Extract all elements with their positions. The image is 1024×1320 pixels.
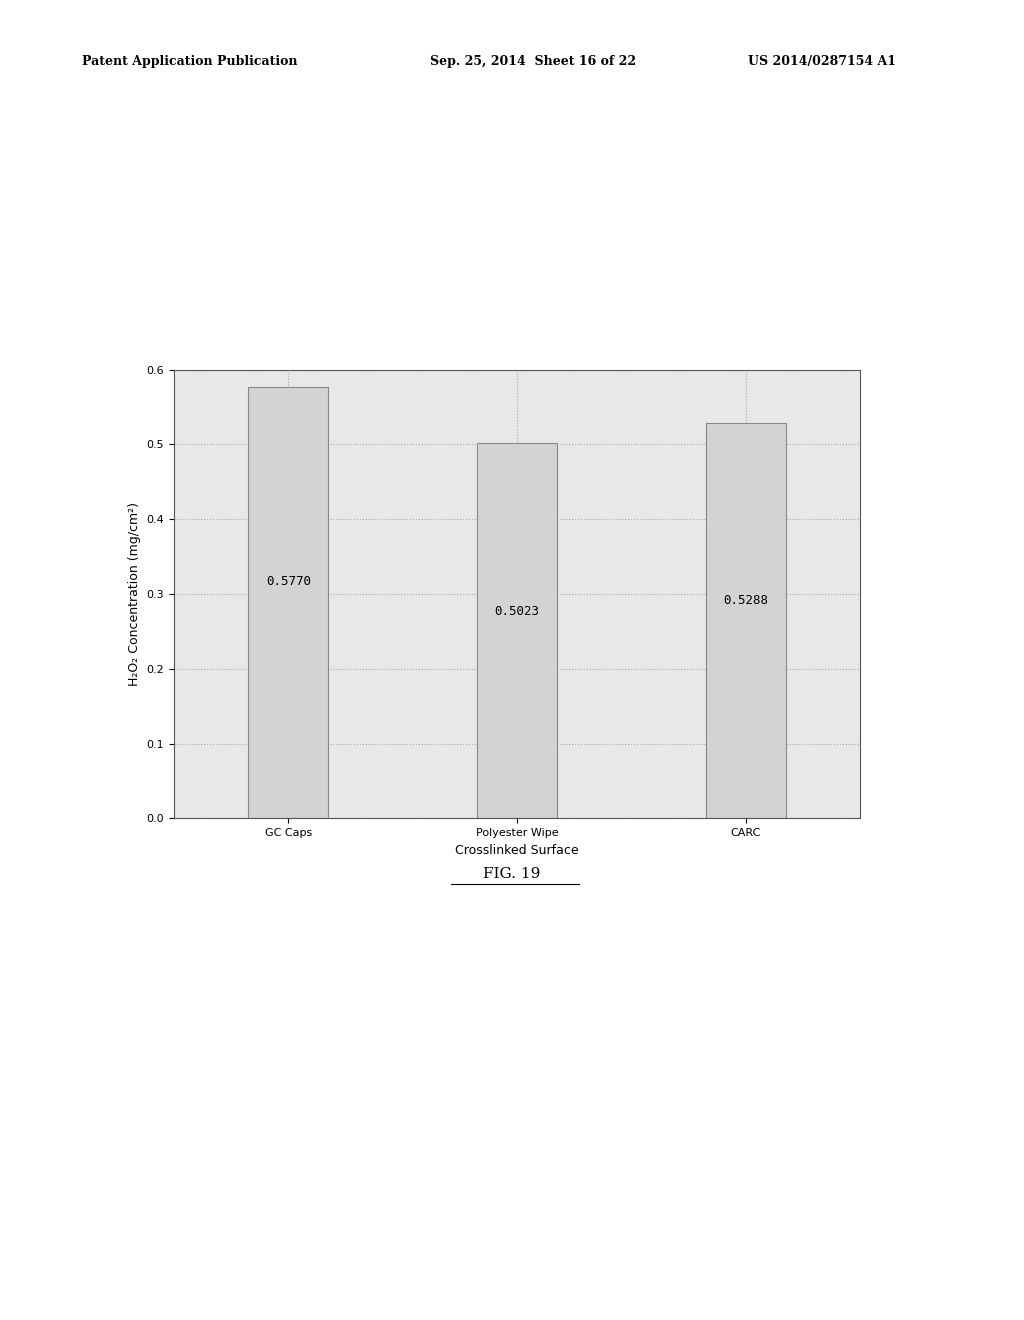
Text: FIG. 19: FIG. 19 bbox=[483, 867, 541, 880]
Y-axis label: H₂O₂ Concentration (mg/cm²): H₂O₂ Concentration (mg/cm²) bbox=[128, 502, 141, 686]
Text: Patent Application Publication: Patent Application Publication bbox=[82, 55, 297, 69]
X-axis label: Crosslinked Surface: Crosslinked Surface bbox=[456, 843, 579, 857]
Text: 0.5023: 0.5023 bbox=[495, 606, 540, 618]
Text: 0.5770: 0.5770 bbox=[266, 574, 311, 587]
Bar bbox=[249, 387, 329, 818]
Text: Sep. 25, 2014  Sheet 16 of 22: Sep. 25, 2014 Sheet 16 of 22 bbox=[430, 55, 636, 69]
Text: 0.5288: 0.5288 bbox=[723, 594, 768, 607]
Bar bbox=[477, 442, 557, 818]
Text: US 2014/0287154 A1: US 2014/0287154 A1 bbox=[748, 55, 896, 69]
Bar bbox=[706, 422, 785, 818]
